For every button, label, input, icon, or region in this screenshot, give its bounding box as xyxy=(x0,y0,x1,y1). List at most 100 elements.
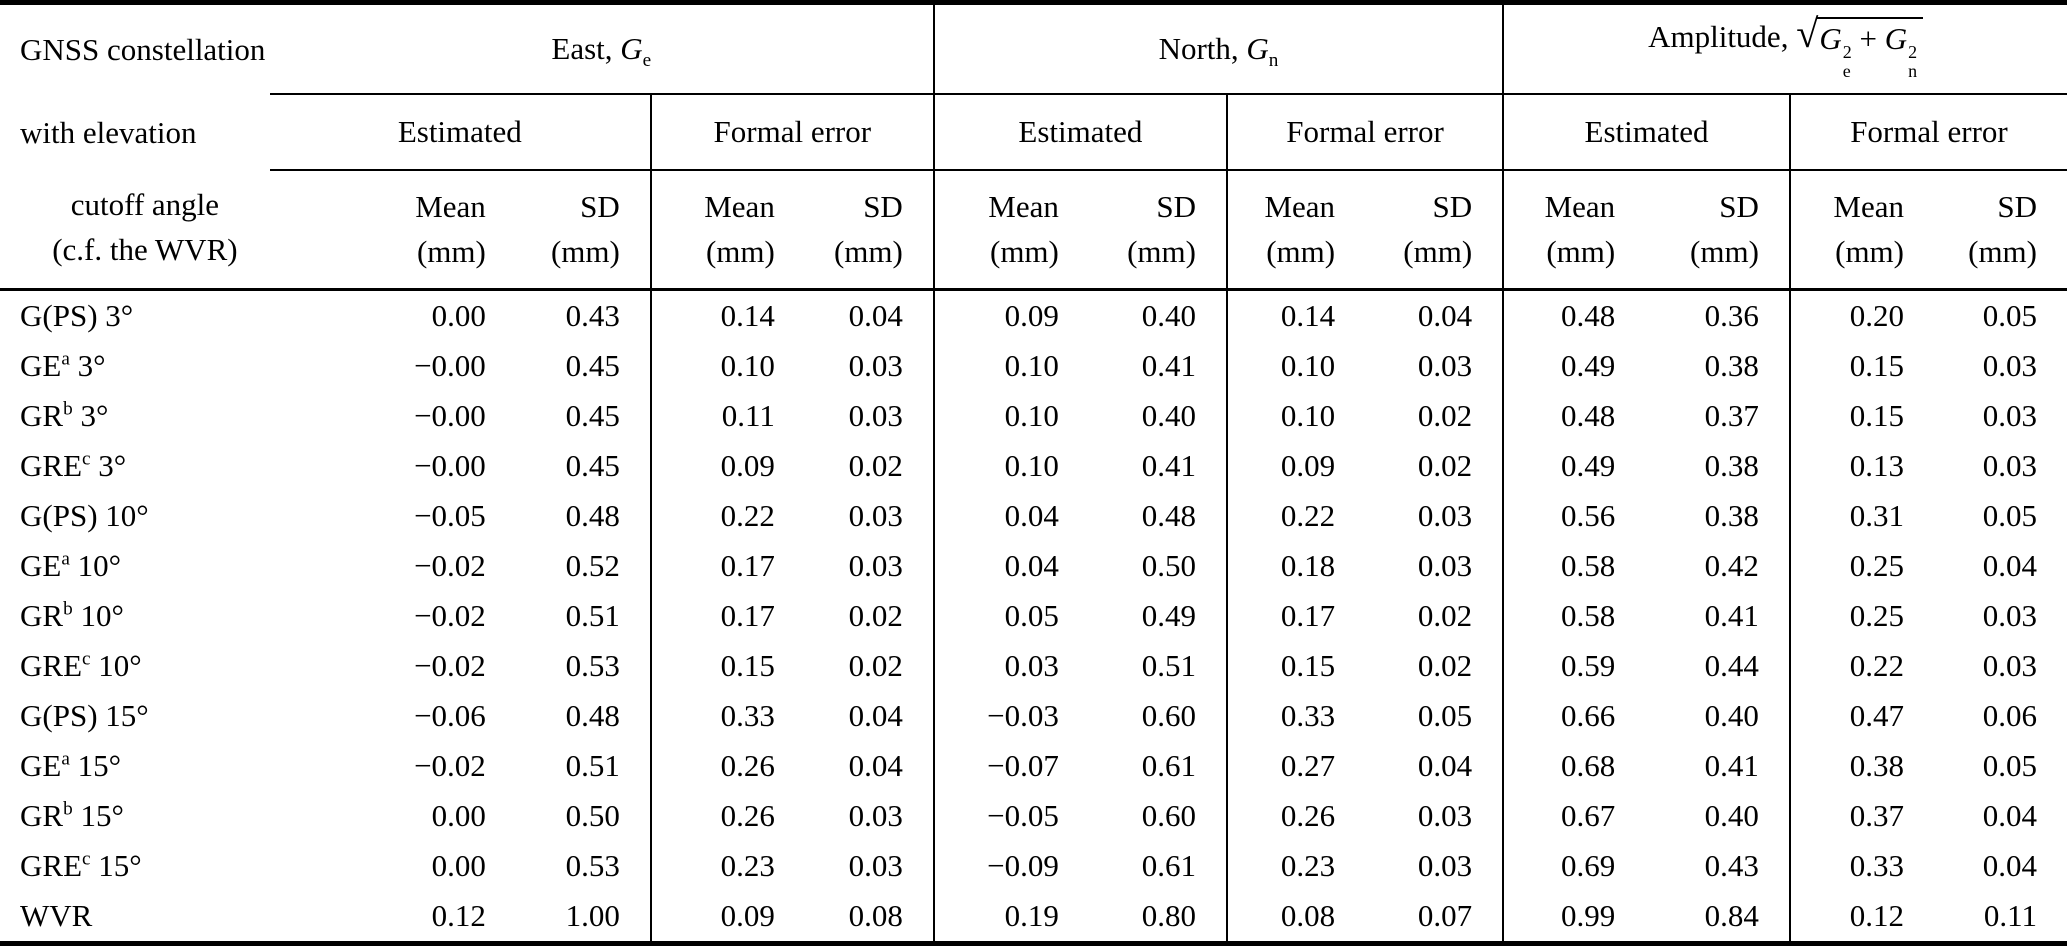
value-cell: 0.14 xyxy=(720,298,775,333)
value-cell: 0.04 xyxy=(1982,848,2037,883)
value-cell: 0.40 xyxy=(1645,791,1791,841)
value-cell: 0.00 xyxy=(431,298,486,333)
value-cell: 0.37 xyxy=(1849,798,1904,833)
value-cell: 0.15 xyxy=(720,648,775,683)
value-cell: 0.50 xyxy=(1088,541,1228,591)
value-cell: 0.68 xyxy=(1560,748,1616,783)
value-cell: 0.41 xyxy=(1645,591,1791,641)
value-cell: 0.03 xyxy=(804,391,935,441)
value-cell: 0.20 xyxy=(1849,298,1904,333)
value-cell: 0.15 xyxy=(1849,398,1904,433)
value-cell: 0.00 xyxy=(431,798,486,833)
value-cell: 0.69 xyxy=(1560,848,1616,883)
value-cell: 0.13 xyxy=(1849,448,1904,483)
value-cell: 0.10 xyxy=(1004,398,1059,433)
group-header-east: East, Ge xyxy=(269,2,935,95)
value-cell: 0.48 xyxy=(515,491,652,541)
value-cell: −0.05 xyxy=(414,498,486,533)
value-cell: 0.40 xyxy=(1088,391,1228,441)
value-cell: 0.58 xyxy=(1560,548,1616,583)
col-header-mean: Mean (mm) xyxy=(1503,170,1646,291)
value-cell: 0.49 xyxy=(1560,348,1616,383)
value-cell: 0.67 xyxy=(1560,798,1616,833)
amplitude-estimated-header: Estimated xyxy=(1503,94,1791,171)
value-cell: 0.03 xyxy=(1365,341,1505,391)
value-cell: 0.14 xyxy=(1280,298,1336,333)
value-cell: 0.02 xyxy=(804,641,935,691)
value-cell: 0.00 xyxy=(431,848,486,883)
row-label: GEa 3° xyxy=(20,348,106,383)
value-cell: 0.40 xyxy=(1645,691,1791,741)
table-row: GREc 10° −0.02 0.53 0.15 0.02 0.03 0.51 0.15 0.0… xyxy=(0,641,2067,691)
subgroup-header-row: Estimated Formal error Estimated Formal … xyxy=(0,94,2067,171)
row-label: GREc 15° xyxy=(20,848,142,883)
value-cell: 0.31 xyxy=(1849,498,1904,533)
value-cell: 0.03 xyxy=(1982,648,2037,683)
value-cell: 0.02 xyxy=(804,441,935,491)
value-cell: 0.05 xyxy=(1982,498,2037,533)
value-cell: 0.04 xyxy=(804,691,935,741)
col-header-sd: SD (mm) xyxy=(804,170,935,291)
value-cell: 0.11 xyxy=(721,398,775,433)
value-cell: 0.04 xyxy=(1004,548,1059,583)
value-cell: 0.06 xyxy=(1982,698,2037,733)
value-cell: 0.03 xyxy=(1982,448,2037,483)
value-cell: 0.38 xyxy=(1645,491,1791,541)
value-cell: 0.38 xyxy=(1645,441,1791,491)
value-cell: 0.03 xyxy=(1365,491,1505,541)
value-cell: 0.03 xyxy=(1365,791,1505,841)
value-cell: 0.38 xyxy=(1645,341,1791,391)
value-cell: 0.59 xyxy=(1560,648,1616,683)
value-cell: 0.47 xyxy=(1849,698,1904,733)
value-cell: 0.45 xyxy=(515,391,652,441)
value-cell: 0.22 xyxy=(1849,648,1904,683)
value-cell: 0.51 xyxy=(1088,641,1228,691)
value-cell: 0.23 xyxy=(720,848,775,883)
value-cell: −0.00 xyxy=(414,348,486,383)
table-row: WVR 0.12 1.00 0.09 0.08 0.19 0.80 0.08 0.07 0.99 0… xyxy=(0,891,2067,944)
value-cell: 0.27 xyxy=(1280,748,1336,783)
value-cell: 0.56 xyxy=(1560,498,1616,533)
value-cell: 0.03 xyxy=(1365,541,1505,591)
value-cell: 0.04 xyxy=(804,289,935,341)
value-cell: 0.53 xyxy=(515,641,652,691)
corner-line-3: cutoff angle xyxy=(70,186,220,222)
value-cell: 0.09 xyxy=(1280,448,1336,483)
table-row: G(PS) 15° −0.06 0.48 0.33 0.04 −0.03 0.60 0.33 0… xyxy=(0,691,2067,741)
value-cell: 0.03 xyxy=(1004,648,1059,683)
value-cell: 0.03 xyxy=(804,491,935,541)
value-cell: 0.05 xyxy=(1982,298,2037,333)
group-header-row: GNSS constellation with elevation cutoff… xyxy=(0,2,2067,291)
value-cell: 0.15 xyxy=(1849,348,1904,383)
value-cell: 0.58 xyxy=(1560,598,1616,633)
value-cell: 0.40 xyxy=(1088,289,1228,341)
value-cell: 0.09 xyxy=(1004,298,1059,333)
table-body: G(PS) 3° 0.00 0.43 0.14 0.04 0.09 0.40 0.14 0.04… xyxy=(0,289,2067,944)
value-cell: 0.42 xyxy=(1645,541,1791,591)
value-cell: 0.41 xyxy=(1088,441,1228,491)
value-cell: −0.03 xyxy=(987,698,1059,733)
value-cell: 0.53 xyxy=(515,841,652,891)
row-label: GRb 15° xyxy=(20,798,124,833)
col-header-mean: Mean (mm) xyxy=(269,170,516,291)
value-cell: 0.03 xyxy=(804,791,935,841)
value-cell: 0.10 xyxy=(720,348,775,383)
value-cell: 0.44 xyxy=(1645,641,1791,691)
value-cell: 0.09 xyxy=(720,898,775,933)
value-cell: 0.04 xyxy=(1982,548,2037,583)
value-cell: 0.49 xyxy=(1088,591,1228,641)
value-cell: 0.52 xyxy=(515,541,652,591)
value-cell: 0.49 xyxy=(1560,448,1616,483)
row-label: GREc 3° xyxy=(20,448,127,483)
col-header-sd: SD (mm) xyxy=(515,170,652,291)
value-cell: −0.09 xyxy=(987,848,1059,883)
value-cell: 0.03 xyxy=(804,341,935,391)
value-cell: 0.05 xyxy=(1982,748,2037,783)
table-row: GEa 10° −0.02 0.52 0.17 0.03 0.04 0.50 0.18 0.03… xyxy=(0,541,2067,591)
col-header-sd: SD (mm) xyxy=(1088,170,1228,291)
value-cell: 0.03 xyxy=(1982,598,2037,633)
row-label: GRb 10° xyxy=(20,598,124,633)
col-header-mean: Mean (mm) xyxy=(1226,170,1366,291)
value-cell: 0.10 xyxy=(1004,348,1059,383)
